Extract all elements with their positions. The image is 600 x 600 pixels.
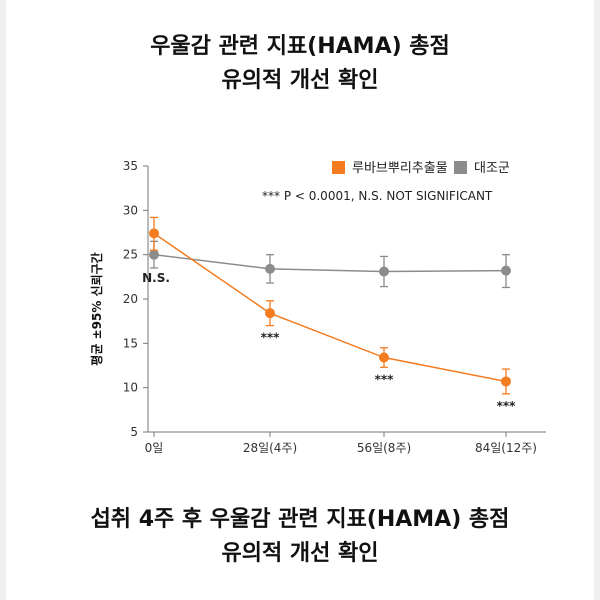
- legend-label-1: 대조군: [474, 161, 510, 176]
- legend-swatch-0: [332, 161, 345, 174]
- bottom-headline-line2: 유의적 개선 확인: [221, 541, 379, 566]
- top-headline: 우울감 관련 지표(HAMA) 총점 유의적 개선 확인: [6, 30, 594, 98]
- bottom-headline: 섭취 4주 후 우울감 관련 지표(HAMA) 총점 유의적 개선 확인: [6, 503, 594, 571]
- y-tick-label-3: 20: [123, 292, 138, 306]
- y-tick-label-2: 15: [123, 336, 138, 350]
- legend-label-0: 루바브뿌리추출물: [352, 161, 448, 176]
- x-tick-label-3: 84일(12주): [475, 441, 537, 455]
- y-tick-label-1: 10: [123, 381, 138, 395]
- data-label-0-2: ***: [375, 372, 395, 386]
- y-tick-label-0: 5: [130, 425, 138, 439]
- y-tick-label-6: 35: [123, 159, 138, 173]
- series-line-0: [153, 232, 507, 383]
- data-point-1-3: [501, 265, 511, 276]
- x-tick-label-0: 0일: [145, 441, 164, 455]
- x-tick-label-2: 56일(8주): [357, 441, 411, 455]
- data-point-0-1: [265, 308, 275, 319]
- significance-note: *** P < 0.0001, N.S. NOT SIGNIFICANT: [262, 189, 493, 203]
- y-tick-label-5: 30: [123, 203, 138, 217]
- data-label-1-0: N.S.: [142, 271, 170, 285]
- data-point-1-2: [379, 266, 389, 277]
- data-point-1-0: [149, 249, 159, 260]
- legend-swatch-1: [454, 161, 467, 174]
- series-line-1: [153, 253, 507, 273]
- bottom-headline-line1: 섭취 4주 후 우울감 관련 지표(HAMA) 총점: [90, 507, 510, 532]
- y-tick-label-4: 25: [123, 248, 138, 262]
- data-label-0-1: ***: [261, 331, 281, 345]
- data-point-0-0: [149, 228, 159, 239]
- y-axis-label: 평균 ±95% 신뢰구간: [89, 252, 104, 365]
- data-point-1-1: [265, 263, 275, 274]
- hama-line-chart: 5 10 15 20 25 30 35 0일 28일(4주) 56일(8주) 84일(12주) 평균 …: [89, 159, 546, 455]
- data-point-0-3: [501, 376, 511, 387]
- top-headline-line1: 우울감 관련 지표(HAMA) 총점: [150, 34, 450, 59]
- content-card: 우울감 관련 지표(HAMA) 총점 유의적 개선 확인 5 10 15 20 25 30…: [6, 0, 594, 600]
- data-point-0-2: [379, 352, 389, 363]
- x-tick-label-1: 28일(4주): [243, 441, 297, 455]
- data-label-0-3: ***: [497, 399, 517, 413]
- top-headline-line2: 유의적 개선 확인: [221, 68, 379, 93]
